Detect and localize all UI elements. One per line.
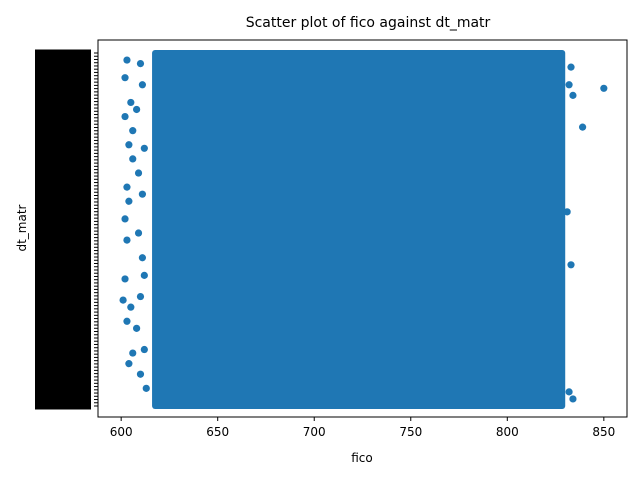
data-point [140, 144, 148, 152]
data-point [127, 98, 135, 107]
data-point [565, 388, 573, 396]
y-axis-label: dt_matr [15, 204, 29, 251]
data-point [134, 229, 143, 237]
x-tick-label: 750 [399, 425, 422, 439]
data-point [123, 56, 131, 64]
data-point [567, 261, 575, 269]
data-point [140, 345, 148, 354]
y-axis-ticks [35, 49, 98, 410]
data-point [563, 208, 571, 216]
data-point [142, 384, 150, 392]
data-point [140, 271, 148, 279]
data-point [136, 370, 145, 378]
data-point [133, 324, 141, 332]
data-point [136, 292, 145, 301]
data-point [123, 317, 131, 325]
data-point [569, 91, 577, 99]
data-point [600, 84, 608, 92]
data-point [138, 81, 147, 89]
data-point [127, 303, 135, 311]
data-point [134, 169, 143, 177]
data-point [129, 349, 137, 357]
data-point [578, 123, 587, 131]
y-tick-label [35, 402, 91, 410]
data-points [119, 50, 608, 409]
x-axis-ticks: 600 650 700 750 800 850 [110, 417, 615, 439]
x-axis-label: fico [351, 451, 373, 465]
data-point [125, 141, 133, 149]
data-point [121, 74, 129, 82]
data-point [125, 360, 133, 368]
plot-frame [97, 39, 628, 418]
data-point [125, 197, 133, 205]
data-point [123, 183, 131, 191]
data-point [567, 63, 575, 71]
dense-point-cloud [152, 50, 566, 409]
x-tick-label: 600 [110, 425, 133, 439]
data-point [129, 155, 137, 163]
x-tick-label: 650 [206, 425, 229, 439]
data-point [121, 112, 129, 121]
data-point [123, 236, 131, 244]
data-point [569, 395, 577, 403]
data-point [138, 190, 147, 198]
data-point [136, 59, 145, 68]
data-point [129, 127, 137, 135]
x-tick-label: 800 [496, 425, 519, 439]
chart-title: Scatter plot of fico against dt_matr [246, 15, 491, 31]
data-point [119, 296, 127, 304]
data-point [133, 105, 141, 114]
data-point [121, 215, 129, 223]
x-tick-label: 700 [303, 425, 326, 439]
data-point [138, 254, 147, 262]
data-point [565, 81, 573, 89]
data-point [121, 275, 129, 283]
x-tick-label: 850 [592, 425, 615, 439]
